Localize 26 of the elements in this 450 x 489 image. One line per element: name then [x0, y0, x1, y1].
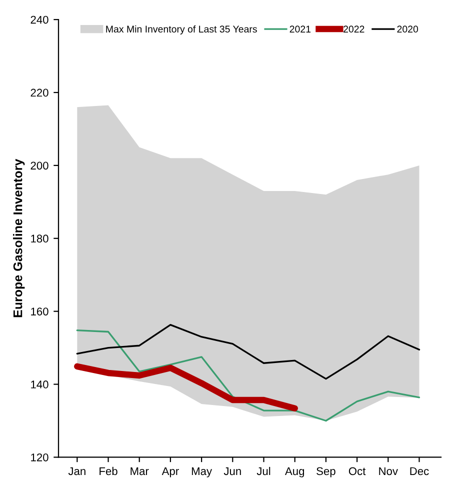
x-tick-label: May [192, 467, 212, 478]
x-tick-label: Mar [130, 467, 149, 476]
y-tick-label: 160 [31, 308, 48, 316]
line-series [76, 329, 420, 422]
y-tick-label: 180 [31, 234, 48, 243]
x-tick-label: Jan [68, 467, 86, 476]
y-axis-title: Europe Gasoline Inventory [13, 158, 25, 318]
y-tick-label: 240 [30, 16, 48, 24]
y-tick-label: 120 [31, 453, 48, 462]
legend-label: 2022 [344, 26, 364, 33]
y-tick-label: 220 [30, 88, 48, 97]
x-tick-label: Jul [256, 466, 270, 476]
y-tick-label: 200 [30, 162, 48, 170]
x-tick-label: Apr [162, 467, 179, 478]
x-tick-label: Aug [284, 467, 304, 478]
legend-label: 2021 [290, 26, 311, 33]
x-tick-label: Nov [379, 467, 398, 476]
x-tick-label: Dec [410, 467, 429, 476]
legend-label: 2020 [397, 26, 418, 33]
x-tick-label: Oct [348, 467, 366, 476]
line-series [76, 324, 420, 380]
x-tick-label: Sep [316, 467, 336, 478]
legend-label: Max Min Inventory of Last 35 Years [106, 25, 257, 34]
y-tick-label: 140 [31, 380, 48, 388]
x-tick-label: Feb [100, 466, 118, 476]
x-tick-label: Jun [224, 467, 241, 476]
